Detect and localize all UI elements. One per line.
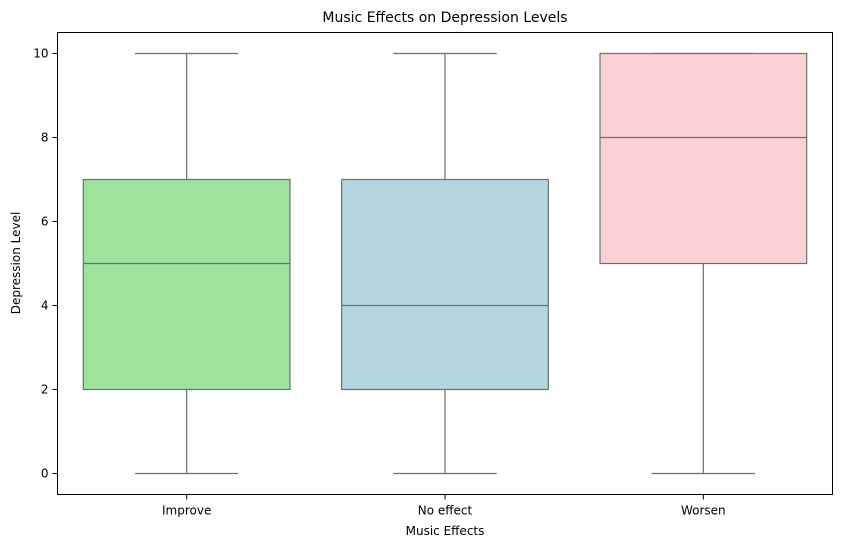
box-group-1	[341, 52, 549, 475]
plot-area	[82, 52, 808, 475]
x-tick-label: No effect	[418, 504, 473, 518]
y-tick-label: 2	[41, 383, 49, 397]
box	[599, 52, 808, 265]
x-axis-label: Music Effects	[406, 524, 485, 538]
y-tick-label: 0	[41, 467, 49, 481]
box-group-2	[599, 52, 808, 475]
x-tick-label: Worsen	[681, 504, 726, 518]
y-axis-label: Depression Level	[9, 212, 23, 315]
y-tick-label: 6	[41, 215, 49, 229]
box	[341, 178, 549, 391]
x-axis-ticks: Improve No effect Worsen	[162, 494, 726, 518]
x-tick-label: Improve	[162, 504, 211, 518]
y-tick-label: 4	[41, 299, 49, 313]
box	[82, 178, 291, 391]
box-group-0	[82, 52, 291, 475]
y-tick-label: 10	[33, 47, 48, 61]
y-tick-label: 8	[41, 131, 49, 145]
y-axis-ticks: 0 2 4 6 8 10	[33, 47, 58, 481]
plot-frame	[57, 32, 833, 495]
chart-title: Music Effects on Depression Levels	[322, 10, 567, 26]
